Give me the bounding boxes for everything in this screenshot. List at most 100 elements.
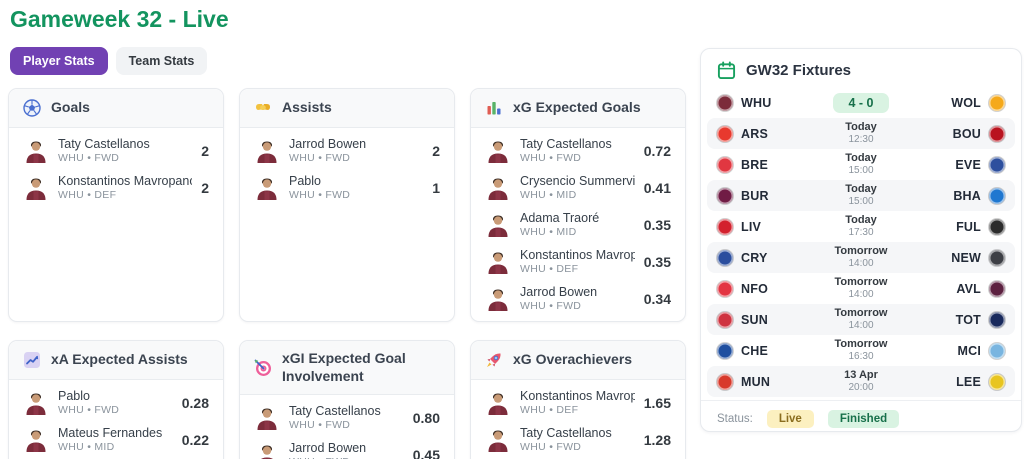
fixture-row: BRE Today 15:00 EVE xyxy=(707,149,1015,180)
tab-team-stats[interactable]: Team Stats xyxy=(115,47,208,75)
player-info: Crysencio SummervilleWHU • MID xyxy=(520,174,635,201)
player-name: Pablo xyxy=(289,174,321,188)
player-info: Pablo WHU • FWD xyxy=(58,389,173,416)
away-team-crest-icon xyxy=(989,156,1005,173)
player-name: Jarrod Bowen xyxy=(289,441,367,455)
home-team-crest-icon xyxy=(717,311,733,328)
fixture-date: Today xyxy=(845,182,877,195)
away-team-abbr: AVL xyxy=(956,281,981,296)
home-team-abbr: WHU xyxy=(741,95,772,110)
away-team-abbr: LEE xyxy=(956,374,981,389)
player-stat-value: 1 xyxy=(432,179,440,196)
home-team-abbr: SUN xyxy=(741,312,768,327)
player-team-position: WHU • FWD xyxy=(289,419,351,431)
status-badge-live: Live xyxy=(766,410,814,428)
player-avatar-icon xyxy=(485,138,511,164)
player-row: Adama Traoré WHU • MID 0.35 xyxy=(471,206,685,243)
stat-card: Assists Jarrod Bowen WHU • FWD 2 Pablo WHU • … xyxy=(239,88,455,322)
stat-card-header: xG Expected Goals xyxy=(471,89,685,128)
away-team-abbr: NEW xyxy=(951,250,981,265)
player-team-position: WHU • FWD xyxy=(289,152,351,164)
player-name: Adama Traoré xyxy=(520,211,600,225)
away-team-crest-icon xyxy=(989,280,1005,297)
fixture-score-or-time: Today 12:30 xyxy=(813,121,909,146)
fixture-row: LIV Today 17:30 FUL xyxy=(707,211,1015,242)
fixture-away-team: AVL xyxy=(909,280,1005,297)
away-team-crest-icon xyxy=(989,311,1005,328)
player-team-position: WHU • MID xyxy=(520,189,577,201)
player-stat-value: 0.28 xyxy=(181,394,209,411)
fixture-home-team: BRE xyxy=(717,156,813,173)
stat-card-title: xA Expected Assists xyxy=(51,351,188,368)
stat-card-body: Konstantinos Mavropan...WHU • DEF 1.65 Tat… xyxy=(471,380,685,459)
fixture-away-team: MCI xyxy=(909,342,1005,359)
home-team-crest-icon xyxy=(717,373,733,390)
away-team-crest-icon xyxy=(989,249,1005,266)
fixture-score-or-time: Tomorrow 14:00 xyxy=(813,307,909,332)
away-team-abbr: FUL xyxy=(956,219,981,234)
player-name: Taty Castellanos xyxy=(289,404,381,418)
fixture-time: 14:00 xyxy=(848,320,874,332)
home-team-abbr: LIV xyxy=(741,219,762,234)
player-team-position: WHU • DEF xyxy=(520,404,579,416)
fixture-row: CRY Tomorrow 14:00 NEW xyxy=(707,242,1015,273)
player-info: Taty Castellanos WHU • FWD xyxy=(520,137,635,164)
fixture-home-team: CRY xyxy=(717,249,813,266)
player-team-position: WHU • FWD xyxy=(289,456,404,459)
player-name: Taty Castellanos xyxy=(520,426,612,440)
stat-card-header: xA Expected Assists xyxy=(9,341,223,380)
player-row: Pablo WHU • FWD 0.28 xyxy=(9,384,223,421)
home-team-abbr: CHE xyxy=(741,343,768,358)
fixture-date: Tomorrow xyxy=(834,244,888,257)
player-stat-value: 0.35 xyxy=(643,216,671,233)
player-avatar-icon xyxy=(23,427,49,453)
fixture-row: NFO Tomorrow 14:00 AVL xyxy=(707,273,1015,304)
tab-player-stats[interactable]: Player Stats xyxy=(10,47,108,75)
fixture-time: 15:00 xyxy=(848,165,874,177)
player-row: Taty Castellanos WHU • FWD 0.72 xyxy=(471,132,685,169)
home-team-crest-icon xyxy=(717,249,733,266)
player-stat-value: 0.35 xyxy=(643,253,671,270)
player-name: Taty Castellanos xyxy=(520,137,612,151)
player-row: Taty Castellanos WHU • FWD 1.28 xyxy=(471,421,685,458)
player-info: Taty Castellanos WHU • FWD xyxy=(520,426,635,453)
player-stat-value: 0.22 xyxy=(181,431,209,448)
stat-card-title: Goals xyxy=(51,99,90,116)
fixtures-header: GW32 Fixtures xyxy=(701,49,1021,87)
player-name: Jarrod Bowen xyxy=(289,137,367,151)
player-stat-value: 1.65 xyxy=(643,394,671,411)
stat-card-body: Taty Castellanos WHU • FWD 0.80 Jarrod Bowe… xyxy=(240,395,454,459)
fixture-time: 17:30 xyxy=(848,227,874,239)
soccer-ball-icon xyxy=(23,99,41,117)
handshake-icon xyxy=(254,99,272,117)
stat-card-header: Goals xyxy=(9,89,223,128)
fixture-home-team: SUN xyxy=(717,311,813,328)
away-team-crest-icon xyxy=(989,342,1005,359)
fixture-date: Today xyxy=(845,213,877,226)
player-team-position: WHU • FWD xyxy=(289,189,351,201)
player-avatar-icon xyxy=(23,175,49,201)
player-avatar-icon xyxy=(485,212,511,238)
stat-card-body: Taty Castellanos WHU • FWD 0.72 Crysencio S… xyxy=(471,128,685,321)
stat-card: xG Expected Goals Taty Castellanos WHU • F… xyxy=(470,88,686,322)
fixture-row: ARS Today 12:30 BOU xyxy=(707,118,1015,149)
fixture-home-team: BUR xyxy=(717,187,813,204)
home-team-abbr: ARS xyxy=(741,126,768,141)
player-avatar-icon xyxy=(254,138,280,164)
stat-card: xG Overachievers Konstantinos Mavropan...… xyxy=(470,340,686,459)
player-avatar-icon xyxy=(485,286,511,312)
player-info: Konstantinos Mavropan...WHU • DEF xyxy=(520,389,635,416)
player-avatar-icon xyxy=(254,175,280,201)
away-team-crest-icon xyxy=(989,125,1005,142)
player-team-position: WHU • FWD xyxy=(58,152,120,164)
page-title: Gameweek 32 - Live xyxy=(10,6,229,32)
fixture-away-team: TOT xyxy=(909,311,1005,328)
stat-card: xGI Expected Goal Involvement Taty Castel… xyxy=(239,340,455,459)
fixture-home-team: CHE xyxy=(717,342,813,359)
fixture-home-team: WHU xyxy=(717,94,813,111)
dart-target-icon xyxy=(254,359,272,377)
fixtures-title: GW32 Fixtures xyxy=(746,62,852,79)
stat-card: xA Expected Assists Pablo WHU • FWD 0.28 Mat… xyxy=(8,340,224,459)
home-team-abbr: CRY xyxy=(741,250,768,265)
